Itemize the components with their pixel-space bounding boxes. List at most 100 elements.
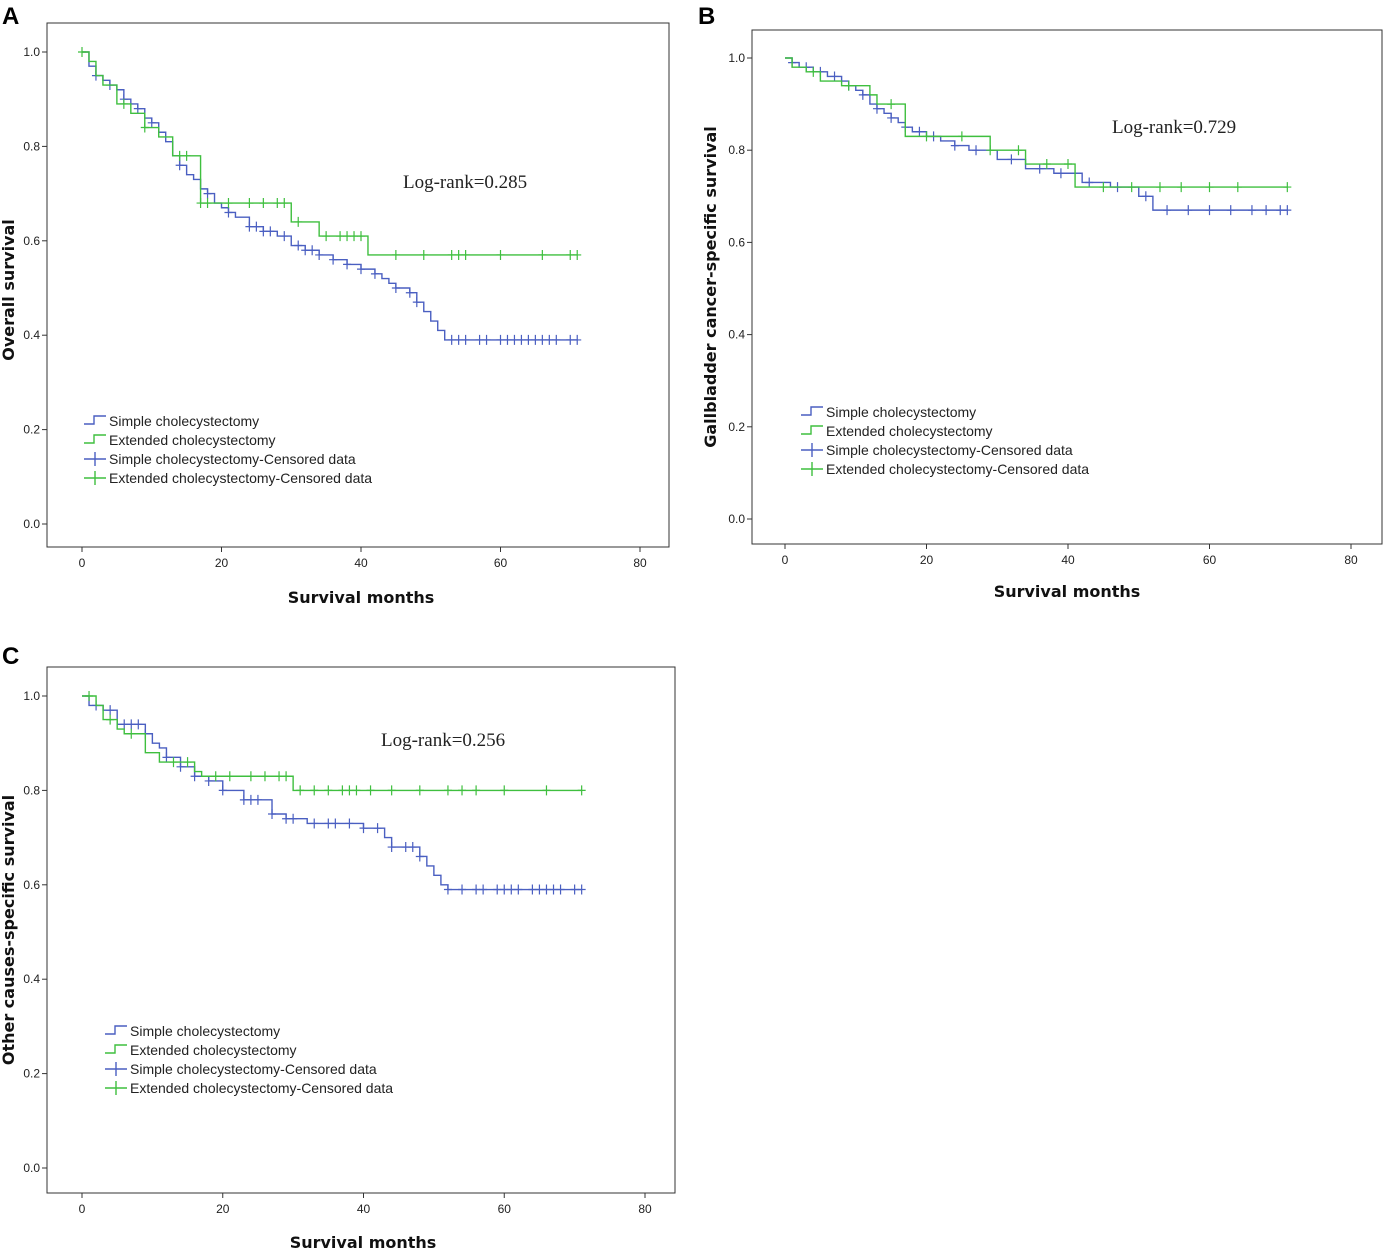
legend-label: Simple cholecystectomy <box>826 404 976 420</box>
logrank-annotation: Log-rank=0.256 <box>381 730 505 751</box>
censor-mark <box>253 794 262 805</box>
censor-mark <box>1085 177 1094 188</box>
x-tick-label: 20 <box>920 553 934 567</box>
censor-mark <box>447 334 456 345</box>
censor-mark <box>472 785 481 796</box>
censor-mark <box>357 231 365 242</box>
censor-mark <box>535 884 544 895</box>
censor-mark <box>577 884 586 895</box>
censor-mark <box>259 198 268 209</box>
series-line-extended <box>785 57 1288 188</box>
censor-mark <box>280 231 289 242</box>
y-tick-label: 0.2 <box>23 1067 40 1081</box>
censor-mark <box>308 245 317 256</box>
legend-swatch <box>801 425 823 435</box>
legend: Simple cholecystectomy Extended cholecyst… <box>801 404 1089 477</box>
censor-mark <box>1184 205 1193 216</box>
censor-mark <box>844 80 853 91</box>
y-tick-label: 0.6 <box>728 235 745 249</box>
censor-mark <box>224 207 233 218</box>
x-tick-label: 0 <box>782 553 789 567</box>
censor-mark <box>331 818 340 829</box>
y-tick-label: 0.0 <box>23 517 40 531</box>
censor-mark <box>1163 205 1172 216</box>
censor-mark <box>443 884 452 895</box>
x-tick-label: 60 <box>498 1202 512 1216</box>
censor-mark <box>176 761 185 772</box>
censor-mark <box>120 719 129 730</box>
censor-mark <box>329 254 338 265</box>
y-tick-label: 0.8 <box>728 143 745 157</box>
censor-mark <box>1205 205 1214 216</box>
censor-mark <box>366 785 375 796</box>
censor-mark <box>500 785 509 796</box>
panel-c: C 0.0 0.2 0.4 0.6 0.8 1.0 0 20 40 60 80 Survival mon… <box>0 643 676 1249</box>
censor-mark <box>887 112 896 123</box>
censor-mark <box>196 198 205 209</box>
censor-mark <box>345 785 354 796</box>
x-tick-label: 80 <box>1344 553 1358 567</box>
censor-mark <box>218 785 227 796</box>
panel-label: A <box>2 3 19 30</box>
censor-mark <box>183 757 192 768</box>
censor-mark <box>140 122 149 133</box>
censor-mark <box>345 818 354 829</box>
legend-label: Simple cholecystectomy-Censored data <box>826 442 1073 458</box>
censor-mark <box>1205 182 1214 193</box>
censor-mark <box>246 794 255 805</box>
y-tick-label: 0.8 <box>23 139 40 153</box>
legend-label: Simple cholecystectomy-Censored data <box>130 1061 377 1077</box>
x-tick-label: 0 <box>79 1202 86 1216</box>
censor-mark <box>289 813 298 824</box>
censor-mark <box>359 823 368 834</box>
censor-mark <box>972 145 981 156</box>
censor-mark <box>182 150 191 161</box>
censor-mark <box>496 249 505 260</box>
censor-mark <box>343 231 352 242</box>
censor-mark <box>296 785 305 796</box>
censor-mark <box>190 771 199 782</box>
censor-mark <box>357 264 365 275</box>
censor-mark <box>549 884 558 895</box>
censor-mark <box>454 334 463 345</box>
censor-mark <box>809 66 818 77</box>
legend-label: Extended cholecystectomy-Censored data <box>130 1080 393 1096</box>
x-axis-title: Survival months <box>288 588 435 607</box>
x-tick-label: 60 <box>494 556 508 570</box>
legend-swatch <box>84 415 106 425</box>
y-axis-title: Other causes-specific survival <box>0 795 18 1065</box>
censor-mark <box>391 283 400 293</box>
y-tick-label: 1.0 <box>23 689 40 703</box>
censor-mark <box>1155 182 1164 193</box>
censor-mark <box>336 231 345 242</box>
censor-mark <box>887 99 896 110</box>
legend-swatch <box>84 471 106 485</box>
censor-mark <box>106 714 115 725</box>
censor-mark <box>106 705 115 716</box>
censor-mark <box>1007 154 1016 165</box>
censor-mark <box>275 771 284 782</box>
panel-label: C <box>2 643 19 670</box>
x-tick-label: 40 <box>357 1202 371 1216</box>
censor-mark <box>391 249 400 260</box>
censor-mark <box>268 809 277 819</box>
censor-mark <box>573 249 582 260</box>
censor-mark <box>1141 191 1150 202</box>
censor-mark <box>503 334 512 345</box>
censor-mark <box>517 334 526 345</box>
censor-mark <box>225 771 234 782</box>
censor-mark <box>350 231 359 242</box>
legend-swatch <box>105 1081 127 1095</box>
censor-mark <box>273 198 282 209</box>
censor-mark <box>294 216 303 227</box>
censor-mark <box>475 334 484 345</box>
censor-mark <box>133 103 142 114</box>
censor-mark <box>415 785 424 796</box>
censor-mark <box>1177 182 1186 193</box>
censor-mark <box>496 334 505 345</box>
censor-mark <box>454 249 463 260</box>
censor-mark <box>224 198 233 209</box>
censor-mark <box>245 198 254 209</box>
y-tick-label: 0.0 <box>23 1161 40 1175</box>
censor-mark <box>570 884 579 895</box>
